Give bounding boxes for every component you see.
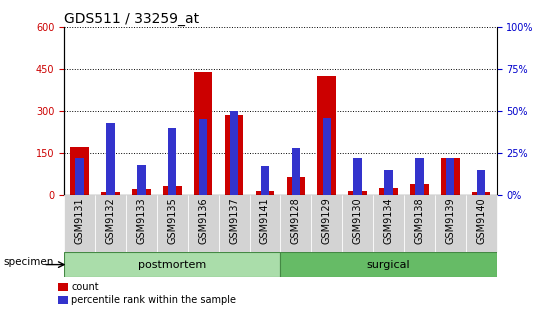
- FancyBboxPatch shape: [219, 195, 249, 252]
- Text: GSM9129: GSM9129: [322, 198, 331, 245]
- Text: GSM9138: GSM9138: [415, 198, 425, 244]
- Text: GSM9132: GSM9132: [105, 198, 116, 245]
- FancyBboxPatch shape: [435, 195, 466, 252]
- Bar: [446, 158, 454, 195]
- Text: GSM9137: GSM9137: [229, 198, 239, 245]
- Bar: [410, 184, 429, 195]
- Legend: count, percentile rank within the sample: count, percentile rank within the sample: [58, 282, 237, 305]
- Bar: [101, 192, 120, 195]
- Bar: [348, 191, 367, 195]
- Text: surgical: surgical: [367, 260, 410, 269]
- Bar: [225, 115, 243, 195]
- FancyBboxPatch shape: [157, 195, 187, 252]
- Text: GSM9139: GSM9139: [445, 198, 455, 244]
- FancyBboxPatch shape: [280, 195, 311, 252]
- Bar: [441, 159, 460, 195]
- Bar: [70, 147, 89, 195]
- Bar: [323, 118, 331, 195]
- Text: GSM9133: GSM9133: [136, 198, 146, 244]
- FancyBboxPatch shape: [404, 195, 435, 252]
- FancyBboxPatch shape: [311, 195, 342, 252]
- Bar: [379, 188, 398, 195]
- Text: GSM9134: GSM9134: [383, 198, 393, 244]
- Bar: [256, 191, 274, 195]
- Bar: [287, 177, 305, 195]
- Text: GSM9130: GSM9130: [353, 198, 363, 244]
- FancyBboxPatch shape: [342, 195, 373, 252]
- Text: postmortem: postmortem: [138, 260, 206, 269]
- FancyBboxPatch shape: [466, 195, 497, 252]
- FancyBboxPatch shape: [373, 195, 404, 252]
- FancyBboxPatch shape: [249, 195, 280, 252]
- Bar: [137, 165, 146, 195]
- FancyBboxPatch shape: [126, 195, 157, 252]
- Bar: [75, 158, 84, 195]
- Bar: [477, 170, 485, 195]
- FancyBboxPatch shape: [187, 195, 219, 252]
- Bar: [230, 111, 238, 195]
- Text: specimen: specimen: [3, 257, 54, 267]
- Text: GSM9135: GSM9135: [167, 198, 177, 245]
- Bar: [261, 166, 269, 195]
- FancyBboxPatch shape: [64, 195, 95, 252]
- Bar: [415, 158, 424, 195]
- FancyBboxPatch shape: [64, 252, 280, 277]
- Bar: [194, 72, 213, 195]
- Bar: [353, 158, 362, 195]
- Text: GDS511 / 33259_at: GDS511 / 33259_at: [64, 12, 199, 26]
- Text: GSM9141: GSM9141: [260, 198, 270, 244]
- Bar: [168, 128, 176, 195]
- Text: GSM9140: GSM9140: [476, 198, 486, 244]
- Bar: [132, 189, 151, 195]
- Bar: [199, 119, 208, 195]
- Bar: [292, 148, 300, 195]
- Bar: [163, 186, 181, 195]
- Bar: [318, 76, 336, 195]
- Text: GSM9136: GSM9136: [198, 198, 208, 244]
- FancyBboxPatch shape: [280, 252, 497, 277]
- Bar: [384, 170, 393, 195]
- FancyBboxPatch shape: [95, 195, 126, 252]
- Text: GSM9131: GSM9131: [75, 198, 85, 244]
- Bar: [472, 192, 490, 195]
- Text: GSM9128: GSM9128: [291, 198, 301, 245]
- Bar: [107, 123, 115, 195]
